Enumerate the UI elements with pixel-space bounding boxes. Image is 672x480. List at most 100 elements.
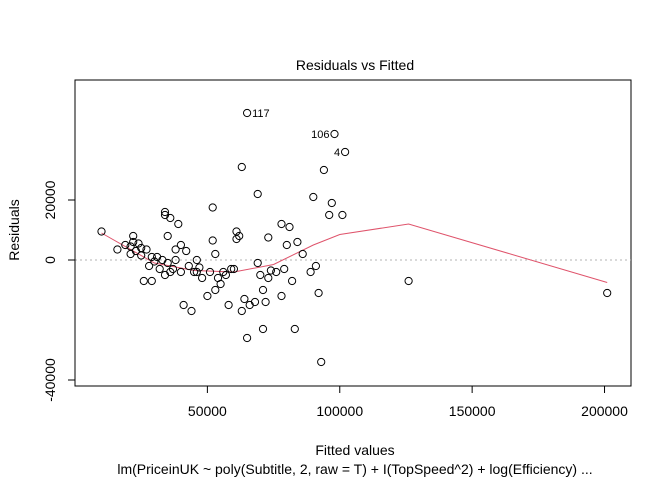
residual-point bbox=[205, 267, 215, 277]
x-tick-label: 50000 bbox=[188, 403, 227, 419]
residual-point bbox=[290, 324, 299, 334]
point-label: 117 bbox=[252, 108, 270, 120]
residual-point bbox=[258, 324, 268, 334]
residual-point bbox=[282, 240, 291, 250]
residual-point bbox=[113, 245, 122, 254]
residual-point bbox=[198, 273, 207, 283]
residual-point bbox=[137, 243, 146, 253]
smooth-fit-line bbox=[101, 223, 608, 283]
residual-point bbox=[150, 257, 159, 266]
residual-point bbox=[309, 192, 318, 202]
residual-point bbox=[145, 261, 154, 271]
residual-point bbox=[253, 258, 262, 268]
residual-point bbox=[266, 266, 275, 275]
residual-point bbox=[126, 242, 135, 251]
residual-point bbox=[147, 252, 156, 262]
residual-point bbox=[229, 264, 238, 274]
point-label: 106 bbox=[311, 129, 329, 141]
residual-point bbox=[139, 276, 148, 286]
residual-point bbox=[314, 288, 323, 298]
residual-point bbox=[142, 245, 151, 254]
residual-point bbox=[134, 239, 143, 248]
residual-point bbox=[224, 300, 233, 310]
y-tick-label: 0 bbox=[42, 256, 58, 264]
residual-point bbox=[311, 261, 320, 271]
residual-point bbox=[192, 255, 201, 265]
residual-point bbox=[232, 227, 241, 236]
residual-point bbox=[219, 267, 228, 277]
residual-point bbox=[277, 291, 286, 301]
residual-point bbox=[160, 207, 170, 217]
residual-point bbox=[330, 129, 339, 139]
residual-point bbox=[293, 237, 302, 247]
residual-point bbox=[211, 249, 220, 259]
y-tick-label: 20000 bbox=[42, 180, 58, 219]
residual-point bbox=[277, 219, 286, 229]
residual-point bbox=[208, 236, 217, 245]
y-axis-label: Residuals bbox=[6, 199, 22, 260]
residual-point bbox=[240, 294, 249, 304]
residual-point bbox=[166, 213, 175, 223]
residual-point bbox=[256, 270, 265, 280]
chart-title: Residuals vs Fitted bbox=[296, 57, 414, 73]
residual-point bbox=[264, 273, 273, 283]
residual-point bbox=[404, 276, 413, 286]
residual-point bbox=[171, 245, 180, 254]
residual-point bbox=[176, 240, 185, 250]
residual-point bbox=[129, 231, 138, 241]
plot-frame bbox=[74, 79, 632, 387]
residual-point bbox=[203, 291, 212, 301]
residual-point bbox=[179, 300, 188, 310]
residual-point bbox=[211, 285, 220, 295]
residual-point bbox=[243, 333, 252, 343]
residual-point bbox=[250, 297, 260, 307]
residual-point bbox=[603, 288, 612, 298]
residual-point bbox=[258, 285, 268, 295]
residual-point bbox=[176, 267, 185, 277]
residual-point bbox=[264, 233, 273, 242]
residual-point bbox=[285, 222, 294, 232]
residual-point bbox=[327, 198, 336, 208]
residual-point bbox=[155, 264, 164, 274]
residual-point bbox=[166, 267, 175, 277]
x-tick-label: 150000 bbox=[449, 403, 496, 419]
residual-point bbox=[184, 261, 193, 271]
residual-point bbox=[261, 297, 270, 307]
x-axis: 50000 100000 150000 200000 bbox=[188, 385, 628, 419]
x-tick-label: 100000 bbox=[316, 403, 363, 419]
residual-point bbox=[208, 203, 217, 212]
residual-point bbox=[237, 306, 246, 316]
residual-point bbox=[192, 267, 201, 277]
residual-point bbox=[97, 227, 106, 236]
residual-point bbox=[319, 165, 328, 175]
residual-points bbox=[97, 108, 612, 367]
residual-point bbox=[306, 267, 315, 277]
residual-point bbox=[280, 264, 289, 274]
residual-point bbox=[147, 276, 156, 286]
residual-point bbox=[216, 279, 225, 289]
residual-point bbox=[129, 237, 138, 247]
x-tick-label: 200000 bbox=[581, 403, 628, 419]
residual-point bbox=[168, 264, 178, 274]
residual-point bbox=[325, 210, 334, 220]
residual-point bbox=[237, 162, 246, 172]
point-labels: 117 106 4 bbox=[252, 108, 340, 159]
point-label: 4 bbox=[334, 147, 340, 159]
y-axis: -40000 0 20000 bbox=[42, 180, 76, 402]
residual-point bbox=[272, 267, 281, 277]
y-tick-label: -40000 bbox=[42, 358, 58, 402]
residual-point bbox=[163, 258, 172, 268]
residual-point bbox=[163, 231, 172, 241]
residual-point bbox=[171, 255, 180, 265]
residual-point bbox=[338, 210, 347, 220]
residual-point bbox=[298, 249, 307, 259]
model-formula-subtitle: lm(PriceinUK ~ poly(Subtitle, 2, raw = T… bbox=[117, 461, 592, 477]
residual-point bbox=[221, 270, 230, 280]
residual-point bbox=[288, 276, 297, 286]
residual-point bbox=[317, 357, 326, 367]
residual-point bbox=[235, 231, 244, 241]
residual-point bbox=[195, 263, 204, 272]
residual-point bbox=[187, 306, 196, 316]
residual-point bbox=[341, 147, 350, 157]
